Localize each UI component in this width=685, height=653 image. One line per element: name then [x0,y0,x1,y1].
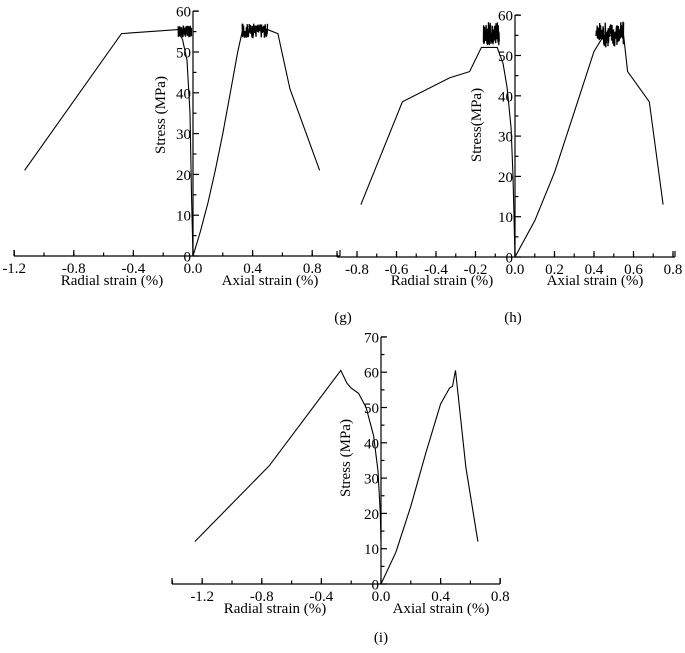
x-tick-label: -0.8 [62,261,86,277]
x-tick-label: 0.8 [303,261,322,277]
x-tick-label: 0.2 [545,262,564,278]
x-tick-label: -0.4 [310,589,334,605]
x-tick-label: -1.2 [190,589,214,605]
y-tick-label: 30 [498,130,513,146]
x-tick-label: -0.6 [385,262,409,278]
x-tick-label: -1.2 [2,261,26,277]
x-tick-label: -0.4 [424,262,448,278]
y-tick-label: 60 [498,9,513,25]
y-tick-label: 40 [364,436,379,452]
series-line-radial [194,369,382,542]
x-tick-label: 0.4 [431,589,450,605]
y-tick-label: 70 [364,330,379,346]
y-tick-label: 20 [498,170,513,186]
x-tick-label: 0.4 [585,262,604,278]
x-tick-label: 0.4 [243,261,262,277]
noise-plateau [595,21,625,48]
noise-plateau [482,22,500,46]
x-tick-label: 0.0 [372,589,391,605]
y-tick-label: 60 [364,366,379,382]
y-tick-label: 10 [176,209,191,225]
panel-label: (h) [504,310,522,326]
y-tick-label: 40 [176,86,191,102]
x-axis-title-axial: Axial strain (%) [222,273,319,289]
y-tick-label: 60 [176,5,191,21]
series-line-radial [24,29,194,257]
x-tick-label: 0.0 [506,262,525,278]
x-axis-title-axial: Axial strain (%) [393,601,490,617]
y-axis-title: Stress (MPa) [153,76,169,154]
x-axis-title-radial: Radial strain (%) [61,273,163,289]
x-tick-label: -0.8 [250,589,274,605]
y-tick-label: 0 [372,578,380,594]
series-line-axial [514,34,664,258]
y-tick-label: 10 [364,542,379,558]
y-axis-title: Stress (MPa) [338,419,354,497]
y-tick-label: 0 [184,250,192,266]
x-tick-label: 0.0 [184,261,203,277]
y-tick-label: 40 [498,89,513,105]
y-tick-label: 30 [176,127,191,143]
series-line-radial [360,46,516,258]
noise-plateau [177,25,193,38]
x-tick-label: -0.2 [464,262,488,278]
y-tick-label: 50 [176,46,191,62]
panel-label: (i) [374,630,388,646]
x-tick-label: -0.4 [122,261,146,277]
panel-label: (g) [334,310,352,326]
x-tick-label: 0.8 [491,589,510,605]
x-tick-label: -0.8 [345,262,369,278]
y-tick-label: 0 [506,251,514,267]
noise-plateau [241,23,269,39]
series-line-axial [380,370,479,585]
chart-panel-h: -0.8 -0.6 -0.4 -0.2 0.0 0.2 0.4 0.6 0.8 0 10 20 30 40… [336,9,683,326]
series-line-axial [192,29,321,257]
chart-panel-g: -1.2 -0.8 -0.4 0.0 0.4 0.8 0 10 20 30 40 50 60 Stress… [2,5,351,326]
y-tick-label: 10 [498,210,513,226]
y-axis-title: Stress(MPa) [469,88,485,162]
x-axis-title-radial: Radial strain (%) [391,273,493,289]
x-axis-title-axial: Axial strain (%) [547,273,644,289]
x-tick-label: 0.8 [664,262,683,278]
y-tick-label: 20 [364,507,379,523]
y-tick-label: 20 [176,168,191,184]
chart-panel-i: -1.2 -0.8 -0.4 0.0 0.4 0.8010203040506070Stre… [171,330,510,646]
y-tick-label: 30 [364,472,379,488]
x-axis-title-radial: Radial strain (%) [224,601,326,617]
x-tick-label: 0.6 [624,262,643,278]
